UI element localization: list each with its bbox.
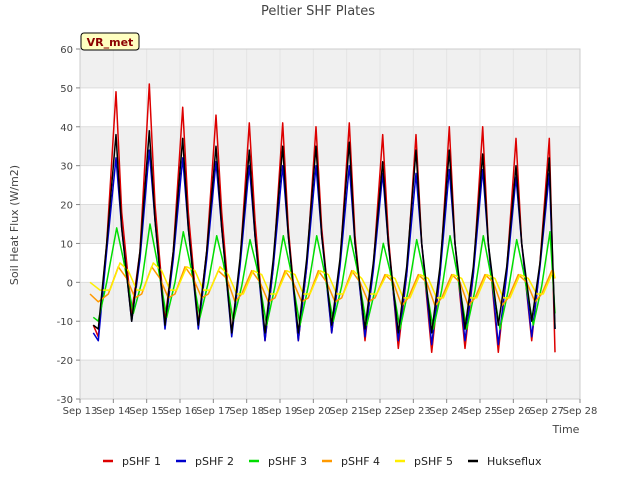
y-tick-label: 30 (60, 162, 73, 173)
legend-label-pshf-1: pSHF 1 (122, 455, 161, 468)
x-tick-label: Sep 25 (463, 406, 498, 417)
x-tick-label: Sep 24 (429, 406, 464, 417)
x-tick-label: Sep 22 (363, 406, 398, 417)
series-line-pshf-3 (92, 223, 556, 330)
y-tick-label: 40 (60, 123, 73, 134)
background-band (80, 49, 580, 88)
background-band (80, 204, 580, 244)
y-axis-ticks: -30 -20 -10 0 10 20 30 40 50 60 (57, 45, 80, 406)
x-tick-label: Sep 21 (329, 406, 364, 417)
x-tick-label: Sep 13 (63, 406, 98, 417)
plot-frame (79, 48, 581, 400)
y-tick-label: 50 (60, 84, 73, 95)
x-tick-label: Sep 20 (296, 406, 331, 417)
x-tick-label: Sep 28 (563, 406, 598, 417)
vr-met-tag: VR_met (80, 32, 140, 51)
y-tick-label: 20 (60, 201, 73, 212)
x-tick-label: Sep 26 (496, 406, 531, 417)
y-axis-title: Soil Heat Flux (W/m2) (8, 165, 21, 285)
x-tick-label: Sep 19 (263, 406, 298, 417)
x-tick-label: Sep 14 (96, 406, 131, 417)
chart-title: Peltier SHF Plates (261, 4, 375, 19)
legend-label-pshf-3: pSHF 3 (268, 455, 307, 468)
background-band (80, 126, 580, 166)
background-band (80, 360, 580, 399)
x-tick-label: Sep 18 (229, 406, 264, 417)
x-tick-label: Sep 17 (196, 406, 231, 417)
y-tick-label: 10 (60, 239, 73, 250)
x-tick-label: Sep 15 (129, 406, 164, 417)
x-tick-label: Sep 16 (163, 406, 198, 417)
legend-label-pshf-4: pSHF 4 (341, 455, 380, 468)
x-axis-title: Time (552, 423, 580, 436)
series-line-hukseflux (92, 129, 556, 334)
y-tick-label: 60 (60, 45, 73, 56)
legend-label-pshf-2: pSHF 2 (195, 455, 234, 468)
x-tick-label: Sep 27 (529, 406, 564, 417)
vr-met-tag-label: VR_met (87, 36, 134, 49)
legend-label-hukseflux: Hukseflux (487, 455, 542, 468)
y-tick-label: -20 (57, 356, 73, 367)
x-tick-label: Sep 23 (396, 406, 431, 417)
series-line-pshf-5 (89, 262, 556, 299)
y-tick-label: -10 (57, 317, 73, 328)
y-tick-label: -30 (57, 395, 73, 406)
legend: pSHF 1 pSHF 2 pSHF 3 pSHF 4 pSHF 5 Hukseflux (103, 455, 542, 468)
y-tick-label: 0 (67, 278, 73, 289)
legend-label-pshf-5: pSHF 5 (414, 455, 453, 468)
series-layer (89, 83, 556, 354)
